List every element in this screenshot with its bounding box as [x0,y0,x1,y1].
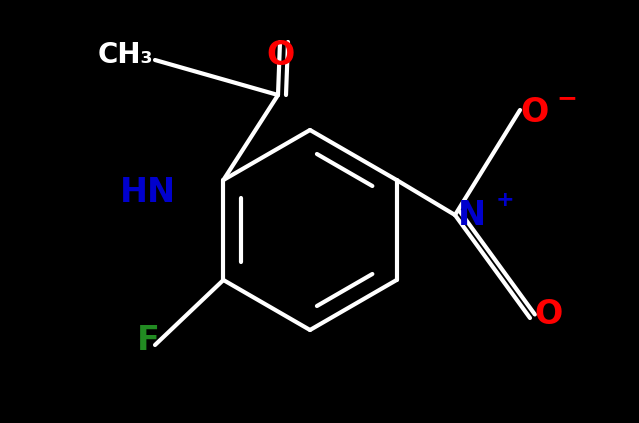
Text: CH₃: CH₃ [97,41,153,69]
Text: F: F [137,324,160,357]
Text: HN: HN [120,176,176,209]
Text: N: N [458,198,486,231]
Text: +: + [496,190,514,210]
Text: O: O [266,38,294,71]
Text: O: O [521,96,549,129]
Text: −: − [557,86,578,110]
Text: O: O [534,299,562,332]
